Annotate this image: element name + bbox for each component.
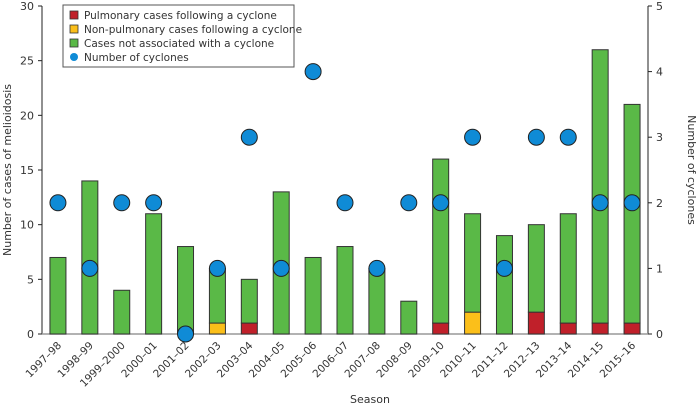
cyclone-point <box>368 259 386 277</box>
cyclone-point <box>145 194 163 212</box>
cyclone-point <box>49 194 67 212</box>
y2-tick-label: 4 <box>656 66 663 79</box>
cyclone-point <box>464 128 482 146</box>
y-tick-label: 30 <box>20 0 34 13</box>
bar-segment <box>113 289 131 335</box>
legend-label: Number of cyclones <box>84 52 189 64</box>
bar-segment <box>559 213 577 324</box>
bar-segment <box>464 213 482 313</box>
bar-segment <box>145 213 163 335</box>
y-tick-label: 20 <box>20 109 34 122</box>
cyclone-point <box>623 194 641 212</box>
cyclone-point <box>81 259 99 277</box>
y-tick-label: 5 <box>27 273 34 286</box>
bar-segment <box>464 311 482 335</box>
legend-marker-square <box>69 24 79 34</box>
cyclone-point <box>495 259 513 277</box>
y2-tick-label: 5 <box>656 0 663 13</box>
legend-marker-square <box>69 38 79 48</box>
y2-tick-label: 2 <box>656 197 663 210</box>
x-axis-label: Season <box>350 393 390 406</box>
bar-segment <box>49 256 67 335</box>
y-tick-label: 25 <box>20 55 34 68</box>
legend-marker-circle <box>70 53 78 61</box>
bar-segment <box>559 322 577 335</box>
cyclone-point <box>208 259 226 277</box>
bar-segment <box>208 322 226 335</box>
cyclone-points <box>49 63 641 343</box>
cyclone-point <box>432 194 450 212</box>
cyclone-point <box>177 325 195 343</box>
cyclone-point <box>400 194 418 212</box>
bar-segment <box>177 246 195 335</box>
bar-segment <box>400 300 418 335</box>
bar-segment <box>623 322 641 335</box>
legend-label: Non-pulmonary cases following a cyclone <box>84 24 302 36</box>
bar-segment <box>432 322 450 335</box>
cyclone-point <box>336 194 354 212</box>
legend-box <box>62 4 295 68</box>
bar-segment <box>591 49 609 324</box>
y2-axis-label: Number of cyclones <box>685 115 698 225</box>
bar-segment <box>495 235 513 335</box>
y2-tick-label: 1 <box>656 262 663 275</box>
bar-segment <box>240 322 258 335</box>
legend-marker-square <box>69 10 79 20</box>
bar-segment <box>623 103 641 324</box>
bar-segment <box>304 256 322 335</box>
bars <box>49 49 641 335</box>
y-tick-label: 10 <box>20 219 34 232</box>
y2-tick-label: 0 <box>656 328 663 341</box>
cyclone-point <box>527 128 545 146</box>
bar-segment <box>527 224 545 313</box>
bar-segment <box>368 267 386 335</box>
bar-segment <box>432 158 450 324</box>
bar-segment <box>591 322 609 335</box>
cyclone-point <box>559 128 577 146</box>
bar-segment <box>240 278 258 324</box>
bar-segment <box>336 246 354 335</box>
cyclone-point <box>113 194 131 212</box>
cyclone-point <box>240 128 258 146</box>
y2-tick-label: 3 <box>656 131 663 144</box>
cyclone-point <box>591 194 609 212</box>
legend-label: Cases not associated with a cyclone <box>84 38 274 50</box>
x-tick-labels: 1997–981998–991999–20002000–012001–02200… <box>24 339 639 389</box>
y-tick-label: 0 <box>27 328 34 341</box>
y-tick-label: 15 <box>20 164 34 177</box>
x-tick-label: 2015–16 <box>598 339 639 380</box>
bar-segment <box>81 180 99 335</box>
cyclone-point <box>304 63 322 81</box>
bar-segment <box>527 311 545 335</box>
cyclone-point <box>272 259 290 277</box>
y-axis-label: Number of cases of melioidosis <box>1 84 14 256</box>
legend-label: Pulmonary cases following a cyclone <box>84 10 277 22</box>
legend: Pulmonary cases following a cyclone Non-p… <box>62 4 302 68</box>
